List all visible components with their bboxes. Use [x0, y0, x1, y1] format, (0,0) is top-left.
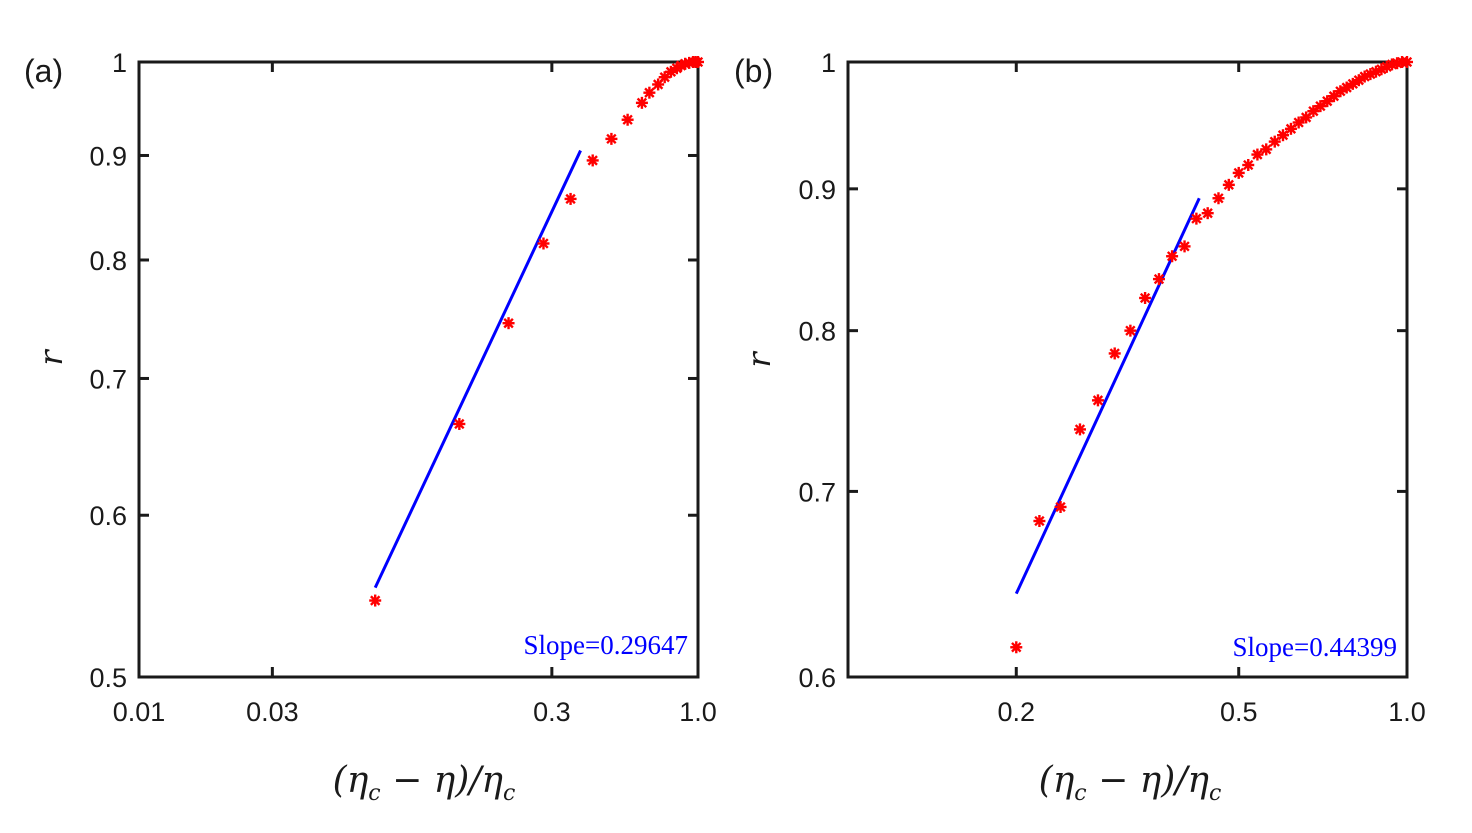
panel-a-xtick-label: 0.3	[533, 697, 571, 727]
panel-a-points	[369, 56, 704, 607]
panel-b: (b) 0.2 0.5 1.0 0.6 0.7 0.8 0.9 1 Slope=0.44399…	[734, 48, 1426, 806]
panel-a-ytick-label: 0.7	[89, 364, 127, 394]
panel-b-data-point	[1152, 273, 1165, 286]
panel-a-data-point	[643, 86, 656, 99]
panel-b-ytick-label: 0.6	[798, 663, 836, 693]
panel-b-data-point	[1124, 324, 1137, 337]
panel-a-fit-layer	[373, 149, 582, 589]
panel-b-data-point	[1251, 148, 1264, 161]
panel-b-data-point	[1139, 291, 1152, 304]
panel-b-points	[1010, 56, 1413, 654]
panel-a-data-point	[564, 192, 577, 205]
panel-a-data-point	[658, 71, 671, 84]
panel-b-data-point	[1321, 95, 1334, 108]
panel-a-xtick-label: 1.0	[679, 697, 717, 727]
panel-a-ytick-label: 0.6	[89, 501, 127, 531]
panel-b-data-point	[1166, 250, 1179, 263]
panel-b-data-point	[1232, 166, 1245, 179]
panel-b-plot-frame	[846, 60, 1409, 679]
panel-a-plot-frame	[137, 60, 700, 679]
panel-b-data-point	[1268, 135, 1281, 148]
panel-b-data-point	[1201, 207, 1214, 220]
panel-b-data-point	[1307, 105, 1320, 118]
panel-a-data-point	[692, 56, 704, 68]
panel-b-data-point	[1260, 143, 1273, 156]
panel-a-fit-line	[373, 149, 582, 589]
panel-b-data-point	[1401, 56, 1413, 68]
panel-b-fit-line	[1014, 197, 1201, 595]
panel-a-ytick-label: 1	[112, 48, 127, 78]
panel-a-xtick-label: 0.01	[113, 697, 166, 727]
panel-b-data-point	[1010, 641, 1023, 654]
panel-a-xlabel-eta-c: η	[347, 760, 369, 801]
panel-b-xlabel: (ηc − η)/ηc	[1039, 760, 1222, 806]
panel-b-xtick-label: 1.0	[1388, 697, 1426, 727]
panel-b-ytick-label: 0.8	[798, 317, 836, 347]
panel-a-data-point	[586, 154, 599, 167]
panel-b-ytick-label: 0.9	[798, 175, 836, 205]
panel-b-xtick-label: 0.2	[998, 697, 1036, 727]
panel-b-slope-annotation: Slope=0.44399	[1233, 632, 1397, 662]
panel-a-data-point	[502, 317, 515, 330]
panel-b-ylabel: r	[740, 351, 778, 368]
panel-a-label: (a)	[24, 53, 63, 89]
panel-b-data-point	[1369, 65, 1382, 78]
panel-b-data-point	[1314, 100, 1327, 113]
panel-a-data-point	[635, 96, 648, 109]
panel-a-data-point	[369, 594, 382, 607]
panel-a-data-point	[621, 113, 634, 126]
panel-b-ytick-label: 1	[821, 48, 836, 78]
panel-a-ytick-label: 0.5	[89, 663, 127, 693]
panel-a: (a) 0.01 0.03 0.3 1.0 0.5 0.6 0.7 0.8 0.9 1 Slope…	[24, 48, 717, 806]
panel-b-data-point	[1054, 500, 1067, 513]
panel-b-ticks: 0.2 0.5 1.0 0.6 0.7 0.8 0.9 1	[798, 48, 1425, 727]
panel-a-data-point	[537, 237, 550, 250]
panel-b-ytick-label: 0.7	[798, 477, 836, 507]
panel-b-data-point	[1073, 423, 1086, 436]
panel-b-data-point	[1212, 192, 1225, 205]
panel-b-data-point	[1033, 515, 1046, 528]
panel-a-slope-annotation: Slope=0.29647	[524, 630, 688, 660]
panel-b-data-point	[1178, 240, 1191, 253]
panel-a-ytick-label: 0.8	[89, 246, 127, 276]
panel-b-data-point	[1091, 394, 1104, 407]
panel-a-data-point	[453, 417, 466, 430]
panel-b-xtick-label: 0.5	[1220, 697, 1258, 727]
panel-a-xtick-label: 0.03	[246, 697, 299, 727]
panel-b-data-point	[1242, 159, 1255, 172]
panel-a-ticks: 0.01 0.03 0.3 1.0 0.5 0.6 0.7 0.8 0.9 1	[89, 48, 716, 727]
panel-b-data-point	[1222, 178, 1235, 191]
panel-b-data-point	[1190, 212, 1203, 225]
panel-a-ytick-label: 0.9	[89, 141, 127, 171]
panel-a-data-point	[605, 132, 618, 145]
panel-b-fit-layer	[1014, 197, 1201, 595]
panel-a-ylabel: r	[32, 349, 70, 366]
panel-a-xlabel: (ηc − η)/ηc	[333, 760, 516, 806]
panel-b-data-point	[1108, 347, 1121, 360]
panel-b-label: (b)	[734, 53, 773, 89]
